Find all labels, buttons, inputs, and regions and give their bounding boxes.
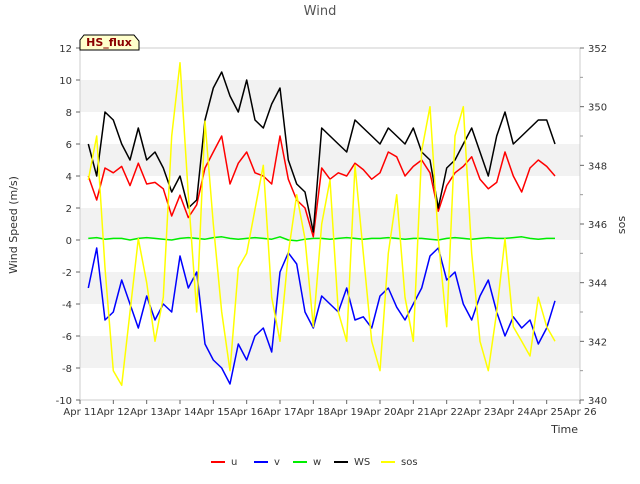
x-axis: Apr 11 Apr 12 Apr 13 Apr 14 Apr 15 Apr 16 Apr …: [63, 400, 597, 418]
legend-label-w: w: [313, 457, 321, 468]
grid-band: [80, 208, 580, 240]
series-line-sos: [87, 61, 556, 387]
grid-band: [80, 80, 580, 112]
y-tick-label: 12: [59, 44, 72, 55]
y-tick-label: 8: [66, 108, 72, 119]
legend-label-v: v: [274, 457, 280, 468]
y-tick-label: -8: [62, 364, 72, 375]
legend: u v w WS sos: [211, 457, 418, 468]
grid-band: [80, 336, 580, 368]
x-tick-label: Apr 25: [530, 407, 563, 418]
y-axis-left: -10 -8 -6 -4 -2 0 2 4 6 8 10 12: [56, 44, 80, 407]
y2-tick-label: 348: [588, 161, 607, 172]
legend-label-u: u: [231, 457, 237, 468]
x-tick-label: Apr 19: [330, 407, 363, 418]
x-tick-label: Apr 12: [97, 407, 130, 418]
x-tick-label: Apr 13: [130, 407, 163, 418]
x-tick-label: Apr 14: [163, 407, 196, 418]
x-tick-label: Apr 15: [197, 407, 230, 418]
x-tick-label: Apr 20: [363, 407, 396, 418]
y-tick-label: 6: [66, 140, 72, 151]
y-tick-label: -2: [62, 268, 72, 279]
x-tick-label: Apr 17: [263, 407, 296, 418]
y-tick-label: 2: [66, 204, 72, 215]
x-axis-label: Time: [550, 423, 578, 436]
y-tick-label: -4: [62, 300, 72, 311]
x-tick-label: Apr 21: [397, 407, 430, 418]
series-layer: [87, 61, 556, 387]
y-tick-label: -6: [62, 332, 72, 343]
y-tick-label: -10: [56, 396, 72, 407]
plot-bands: [80, 80, 580, 368]
y2-tick-label: 350: [588, 103, 607, 114]
y2-tick-label: 352: [588, 44, 607, 55]
y2-tick-label: 344: [588, 279, 607, 290]
x-tick-label: Apr 24: [497, 407, 530, 418]
y-axis-right: 340 342 344 346 348 350 352: [580, 44, 607, 407]
series-line-WS: [87, 71, 556, 233]
series-line-u: [87, 135, 556, 238]
x-tick-label: Apr 16: [230, 407, 263, 418]
y2-tick-label: 342: [588, 337, 607, 348]
grid-band: [80, 272, 580, 304]
legend-label-sos: sos: [401, 457, 418, 468]
legend-label-WS: WS: [354, 457, 370, 468]
y2-axis-label: sos: [615, 216, 628, 234]
x-tick-label: Apr 22: [430, 407, 463, 418]
y-tick-label: 10: [59, 76, 72, 87]
grid-band: [80, 144, 580, 176]
site-label: HS_flux: [86, 36, 132, 49]
y-tick-label: 0: [66, 236, 72, 247]
chart-title: Wind: [304, 4, 337, 19]
site-label-box: HS_flux: [79, 34, 140, 51]
x-tick-label: Apr 26: [563, 407, 596, 418]
y2-tick-label: 346: [588, 220, 607, 231]
y2-tick-label: 340: [588, 396, 607, 407]
y-tick-label: 4: [66, 172, 72, 183]
x-tick-label: Apr 23: [463, 407, 496, 418]
x-tick-label: Apr 18: [297, 407, 330, 418]
x-tick-label: Apr 11: [63, 407, 96, 418]
y-axis-label: Wind Speed (m/s): [7, 176, 20, 274]
